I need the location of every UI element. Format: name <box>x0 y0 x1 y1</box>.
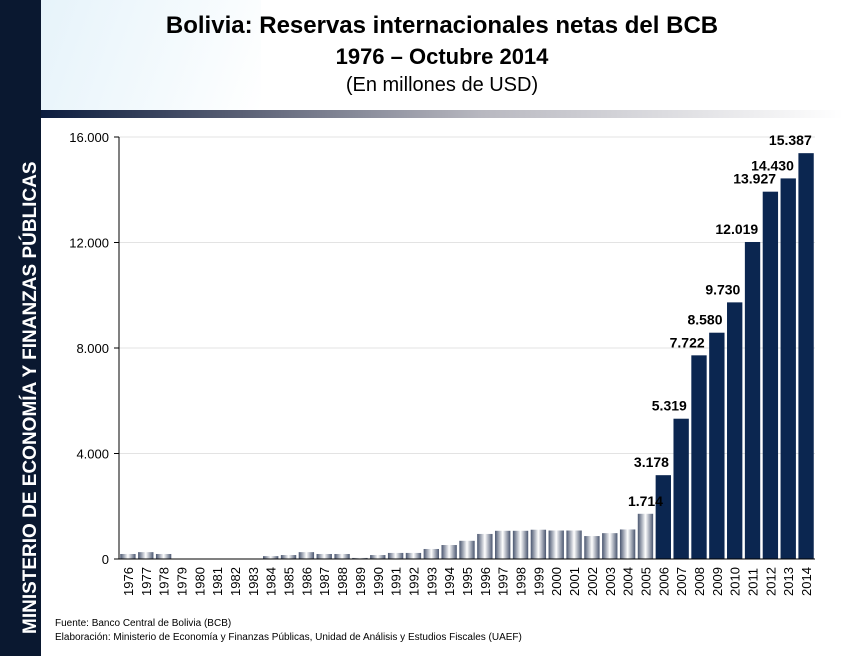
data-label-2011: 12.019 <box>715 221 758 237</box>
bar-1976 <box>120 553 136 559</box>
bar-1995 <box>459 540 475 559</box>
bar-1997 <box>495 530 511 559</box>
y-tick-label: 16.000 <box>69 130 109 145</box>
bar-1978 <box>155 553 172 559</box>
bar-2007 <box>673 418 689 559</box>
bar-1993 <box>423 548 439 559</box>
x-tick-label: 1982 <box>228 567 243 596</box>
x-tick-label: 1986 <box>299 567 314 596</box>
x-tick-label: 2006 <box>656 567 671 596</box>
x-tick-label: 1993 <box>424 567 439 596</box>
bar-1984 <box>263 556 279 559</box>
x-tick-label: 2012 <box>763 567 778 596</box>
bar-2000 <box>548 530 564 559</box>
x-tick-label: 2000 <box>549 567 564 596</box>
bar-1988 <box>334 553 350 559</box>
x-tick-label: 2013 <box>781 567 796 596</box>
x-tick-label: 1979 <box>174 567 189 596</box>
data-label-2005: 1.714 <box>628 493 663 509</box>
x-tick-label: 2011 <box>746 568 761 596</box>
x-tick-label: 2007 <box>674 567 689 596</box>
bar-1991 <box>387 552 404 559</box>
credit-note: Elaboración: Ministerio de Economía y Fi… <box>55 632 522 643</box>
bar-1987 <box>316 553 332 559</box>
x-tick-label: 2008 <box>692 567 707 596</box>
header-divider <box>41 110 843 118</box>
y-tick-label: 12.000 <box>69 236 109 251</box>
bar-2010 <box>727 302 743 559</box>
bar-2012 <box>762 191 779 560</box>
bar-1994 <box>441 545 457 559</box>
x-tick-label: 1994 <box>442 567 457 596</box>
x-tick-label: 1984 <box>264 567 279 596</box>
bar-2006 <box>655 475 671 559</box>
x-tick-label: 1987 <box>317 567 332 596</box>
x-tick-label: 1980 <box>192 567 207 596</box>
bar-1985 <box>280 555 297 559</box>
x-tick-label: 2004 <box>621 567 636 596</box>
y-tick-label: 0 <box>102 552 109 567</box>
data-label-2007: 5.319 <box>652 398 687 414</box>
x-tick-label: 2014 <box>799 567 814 596</box>
x-tick-label: 1991 <box>389 567 404 596</box>
bar-2013 <box>780 178 796 559</box>
chart-subtitle: 1976 – Octubre 2014 <box>335 44 549 69</box>
x-tick-label: 1977 <box>139 567 154 596</box>
x-tick-label: 1981 <box>210 567 225 596</box>
bar-2003 <box>602 533 618 559</box>
bar-1992 <box>405 552 422 559</box>
bar-1989 <box>352 557 368 559</box>
y-tick-label: 4.000 <box>76 447 109 462</box>
x-tick-label: 1992 <box>406 567 421 596</box>
x-tick-label: 1990 <box>371 567 386 596</box>
bar-2001 <box>566 530 582 559</box>
x-tick-label: 1976 <box>121 567 136 596</box>
bar-1990 <box>370 555 386 559</box>
data-label-2012: 13.927 <box>733 171 776 187</box>
data-label-2009: 8.580 <box>687 312 722 328</box>
source-note: Fuente: Banco Central de Bolivia (BCB) <box>55 618 232 629</box>
bar-2008 <box>691 355 707 559</box>
data-label-2010: 9.730 <box>705 281 740 297</box>
bar-1998 <box>512 530 529 559</box>
bar-2014 <box>798 153 814 559</box>
x-tick-label: 1989 <box>353 567 368 596</box>
ministry-sidebar: MINISTERIO DE ECONOMÍA Y FINANZAS PÚBLIC… <box>0 0 41 656</box>
x-tick-label: 1985 <box>282 567 297 596</box>
x-tick-label: 1998 <box>514 567 529 596</box>
x-tick-label: 1997 <box>496 567 511 596</box>
bar-2011 <box>744 241 761 559</box>
x-tick-label: 2001 <box>567 567 582 596</box>
x-tick-label: 1983 <box>246 567 261 596</box>
background-decoration <box>41 0 261 110</box>
x-tick-label: 1995 <box>460 567 475 596</box>
x-tick-label: 2010 <box>728 567 743 596</box>
bar-1977 <box>138 552 154 559</box>
data-label-2006: 3.178 <box>634 454 669 470</box>
bar-1999 <box>530 529 547 559</box>
bar-2009 <box>709 332 725 559</box>
x-tick-label: 2002 <box>585 567 600 596</box>
x-tick-label: 2003 <box>603 567 618 596</box>
x-tick-label: 1996 <box>478 567 493 596</box>
bar-1996 <box>477 533 493 559</box>
x-tick-label: 2005 <box>638 567 653 596</box>
bar-2004 <box>619 529 636 559</box>
data-label-2014: 15.387 <box>769 132 812 148</box>
bar-1986 <box>298 552 315 559</box>
x-tick-label: 1999 <box>531 567 546 596</box>
x-tick-label: 1988 <box>335 567 350 596</box>
x-tick-label: 1978 <box>157 567 172 596</box>
bar-2002 <box>584 536 600 559</box>
x-tick-label: 2009 <box>710 567 725 596</box>
bar-2005 <box>637 513 654 559</box>
chart-title: Bolivia: Reservas internacionales netas … <box>165 12 719 39</box>
y-tick-label: 8.000 <box>76 341 109 356</box>
chart-units: (En millones de USD) <box>345 74 539 96</box>
data-label-2013: 14.430 <box>751 157 794 173</box>
data-label-2008: 7.722 <box>670 334 705 350</box>
